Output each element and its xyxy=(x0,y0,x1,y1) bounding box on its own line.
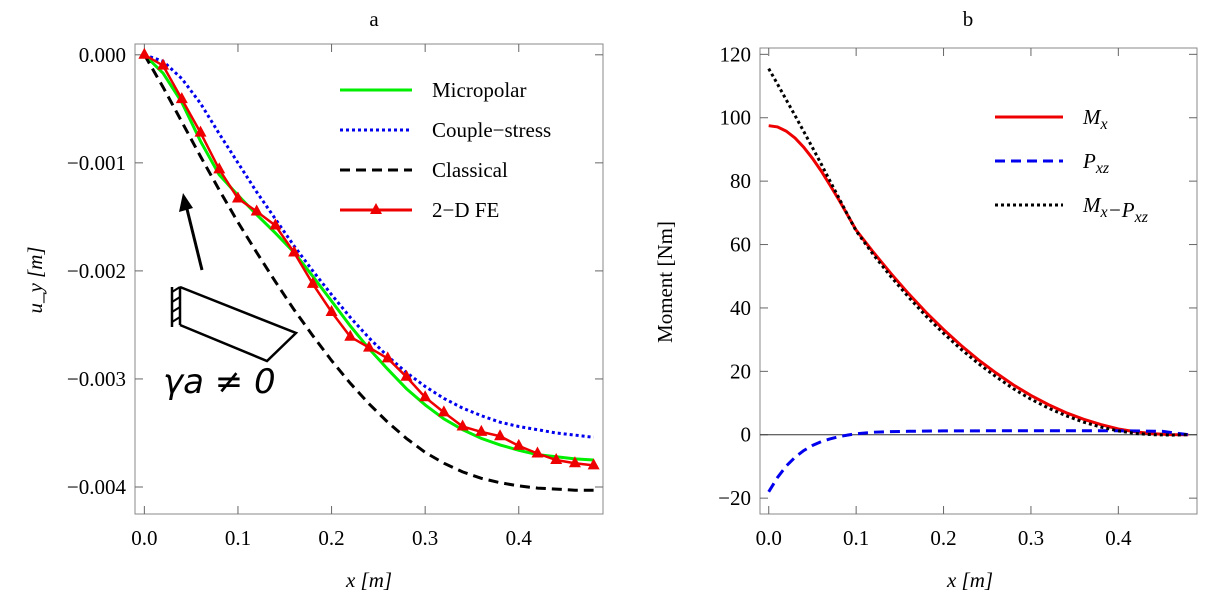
panel-b-x-axis-title: x [m] xyxy=(946,568,993,592)
panel-b-label: b xyxy=(963,7,974,31)
y-tick-label: 120 xyxy=(720,42,752,66)
y-tick-label: −0.001 xyxy=(67,151,126,175)
x-tick-label: 0.4 xyxy=(1105,526,1132,550)
legend-label: Mx xyxy=(1082,105,1108,133)
data-point xyxy=(344,329,357,341)
data-point xyxy=(419,390,432,402)
y-tick-label: 0 xyxy=(741,423,752,447)
panel-a-ticks: 0.0 0.1 0.2 0.3 0.4 0.000 −0.001 −0.002 −0.003 −0… xyxy=(67,43,603,550)
inset-hatch-2 xyxy=(171,296,181,303)
inset-arrow-head xyxy=(179,193,193,212)
legend-label: Mx−Pxz xyxy=(1082,193,1149,226)
panel-a-series xyxy=(138,47,600,492)
panel-a-label: a xyxy=(369,7,379,31)
inset-beam-top xyxy=(179,285,299,363)
data-point xyxy=(194,125,207,137)
legend-label: Micropolar xyxy=(432,78,526,102)
y-tick-label: −0.003 xyxy=(67,367,126,391)
inset-hatch-4 xyxy=(171,316,181,323)
chart-panel-a: a 0.0 0.1 0.2 0.3 0.4 0.000 −0.001 −0.002 −0.003… xyxy=(23,7,604,592)
x-tick-label: 0.2 xyxy=(930,526,956,550)
panel-b-y-axis-title: Moment [Nm] xyxy=(653,221,677,343)
panel-b-frame xyxy=(759,47,1198,515)
panel-a-y-axis-title: u_y [m] xyxy=(23,246,47,313)
data-point xyxy=(157,58,170,70)
data-point xyxy=(568,456,581,468)
data-point xyxy=(550,452,563,464)
data-point xyxy=(269,218,282,230)
data-point xyxy=(250,204,263,216)
x-tick-label: 0.3 xyxy=(1018,526,1044,550)
x-tick-label: 0.2 xyxy=(318,526,344,550)
legend-marker xyxy=(370,203,382,214)
panel-a-x-axis-title: x [m] xyxy=(345,568,392,592)
data-point xyxy=(213,162,226,174)
data-point xyxy=(325,304,338,316)
x-tick-label: 0.0 xyxy=(756,526,782,550)
y-tick-label: 40 xyxy=(730,296,751,320)
data-point xyxy=(475,424,488,436)
chart-panel-b: b 0.0 0.1 0.2 0.3 0.4 −20 0 20 40 60 80 100 120 x [m… xyxy=(653,7,1198,592)
y-tick-label: 20 xyxy=(730,359,751,383)
inset-label: γa ≠ 0 xyxy=(163,362,276,402)
legend-label: 2−D FE xyxy=(432,198,499,222)
series-line-p-xz xyxy=(767,429,1189,493)
legend-label: Classical xyxy=(432,158,508,182)
data-point xyxy=(306,276,319,288)
legend-label: Couple−stress xyxy=(432,118,551,142)
y-tick-label: 0.000 xyxy=(79,43,126,67)
y-tick-label: 80 xyxy=(730,169,751,193)
x-tick-label: 0.3 xyxy=(412,526,438,550)
data-point xyxy=(512,438,525,450)
y-tick-label: −0.002 xyxy=(67,259,126,283)
data-point xyxy=(231,191,244,203)
y-tick-label: −20 xyxy=(718,486,751,510)
panel-a-inset: γa ≠ 0 xyxy=(163,193,299,402)
data-point xyxy=(587,458,600,470)
x-tick-label: 0.1 xyxy=(225,526,251,550)
data-point xyxy=(175,92,188,104)
panel-b-series xyxy=(767,67,1189,493)
x-tick-label: 0.4 xyxy=(506,526,533,550)
series-line-classical xyxy=(143,54,594,492)
series-line-m-x-p-xz xyxy=(767,67,1189,437)
y-tick-label: 60 xyxy=(730,233,751,257)
series-line-couple-stress xyxy=(143,53,594,439)
inset-arrow-shaft xyxy=(184,204,204,271)
panel-a-legend: Micropolar Couple−stress Classical 2−D FE xyxy=(340,78,551,222)
panel-a-frame xyxy=(134,43,604,515)
data-point xyxy=(381,351,394,363)
data-point xyxy=(288,245,301,257)
data-point xyxy=(531,446,544,458)
data-point xyxy=(437,405,450,417)
series-line-m-x xyxy=(768,124,1189,437)
inset-hatch-3 xyxy=(171,306,181,313)
panel-b-ticks: 0.0 0.1 0.2 0.3 0.4 −20 0 20 40 60 80 100 120 xyxy=(718,42,1197,550)
y-tick-label: −0.004 xyxy=(67,475,127,499)
x-tick-label: 0.1 xyxy=(843,526,869,550)
y-tick-label: 100 xyxy=(720,106,752,130)
data-point xyxy=(456,419,469,431)
inset-hatch-1 xyxy=(171,286,181,293)
data-point xyxy=(400,369,413,381)
x-tick-label: 0.0 xyxy=(131,526,157,550)
panel-b-legend: Mx Pxz Mx−Pxz xyxy=(995,105,1149,226)
data-point xyxy=(138,47,151,59)
data-point xyxy=(363,340,375,352)
legend-label: Pxz xyxy=(1082,149,1110,177)
data-point xyxy=(494,429,507,441)
